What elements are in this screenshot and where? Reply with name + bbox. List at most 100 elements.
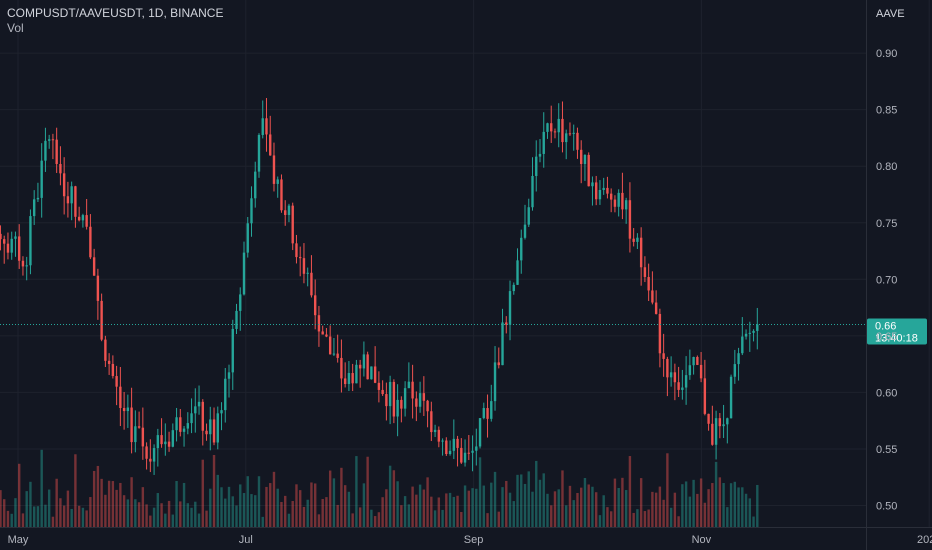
volume-bar (609, 511, 613, 527)
candle-body (636, 237, 639, 242)
candle-body (186, 423, 190, 429)
volume-bar (703, 502, 707, 527)
volume-bar (291, 501, 294, 527)
candle-body (179, 417, 182, 432)
volume-bar (677, 516, 680, 527)
candle-body (527, 207, 530, 225)
volume-bar (205, 510, 208, 527)
price-tick-label: 0.70 (876, 274, 897, 286)
candle-body (400, 399, 403, 409)
volume-bar (115, 489, 118, 527)
candle-body (748, 332, 752, 334)
volume-bar (6, 510, 10, 527)
symbol-title[interactable]: COMPUSDT/AAVEUSDT, 1D, BINANCE (7, 6, 224, 20)
volume-bar (411, 486, 414, 527)
volume-bar (284, 495, 287, 527)
candle-body (239, 294, 242, 311)
candle-body (550, 123, 553, 132)
candle-body (654, 302, 658, 314)
volume-bar (182, 482, 186, 527)
candle-body (164, 441, 167, 445)
volume-bar (59, 498, 62, 527)
volume-bar (621, 477, 624, 527)
volume-bar (373, 516, 377, 527)
candle-body (137, 426, 141, 428)
candle-body (235, 310, 238, 329)
candle-body (493, 362, 497, 402)
volume-bar (149, 515, 152, 527)
volume-bar (32, 506, 36, 527)
volume-bar (400, 505, 403, 527)
volume-bar (692, 479, 695, 527)
candle-body (92, 257, 96, 276)
candle-body (422, 393, 426, 401)
volume-bar (568, 485, 572, 527)
price-tick-label: 0.90 (876, 48, 897, 60)
volume-bar (662, 499, 665, 527)
candle-body (587, 154, 590, 187)
candle-body (572, 132, 575, 134)
volume-bar (617, 487, 620, 527)
candle-body (36, 197, 40, 200)
volume-bar (493, 471, 497, 527)
candle-body (313, 295, 317, 316)
candle-body (467, 452, 471, 454)
volume-bar (441, 509, 444, 527)
volume-bar (246, 476, 249, 527)
volume-bar (475, 488, 478, 527)
volume-bar (606, 507, 609, 527)
candle-body (70, 186, 73, 204)
volume-bar (744, 493, 748, 527)
volume-bar (351, 513, 354, 527)
volume-bar (107, 480, 111, 527)
volume-bar (295, 484, 298, 527)
volume-bar (531, 491, 534, 527)
candle-body (160, 435, 163, 445)
volume-bar (92, 470, 96, 527)
candle-body (347, 373, 351, 384)
volume-bar (426, 477, 429, 527)
candle-body (295, 243, 298, 258)
volume-bar (276, 488, 279, 527)
volume-bar (44, 504, 47, 527)
candle-body (684, 375, 688, 388)
candle-body (306, 272, 309, 274)
volume-bars (0, 449, 759, 527)
volume-bar (156, 493, 160, 527)
candle-body (284, 210, 287, 215)
candle-body (47, 139, 51, 141)
candle-body (370, 366, 373, 380)
candle-body (433, 429, 437, 433)
volume-bar (355, 456, 358, 527)
volume-indicator-label[interactable]: Vol (7, 21, 24, 35)
volume-bar (651, 491, 654, 527)
candle-body (475, 446, 478, 451)
candle-body (3, 239, 6, 244)
candle-body (609, 193, 613, 200)
volume-bar (209, 488, 212, 527)
volume-bar (239, 484, 242, 527)
volume-bar (212, 454, 216, 527)
volume-bar (613, 478, 617, 527)
candle-body (276, 179, 279, 184)
volume-bar (392, 470, 396, 527)
candle-body (190, 413, 193, 424)
volume-bar (490, 482, 493, 527)
volume-bar (471, 488, 474, 527)
candle-body (74, 186, 77, 217)
volume-bar (565, 505, 568, 527)
candle-body (598, 189, 602, 200)
price-tick-label: 0.65 (876, 331, 897, 343)
candle-body (445, 440, 448, 455)
volume-bar (29, 481, 32, 527)
candle-body (242, 252, 246, 295)
candle-body (471, 450, 474, 453)
volume-bar (643, 511, 647, 527)
price-tick-label: 0.80 (876, 161, 897, 173)
volume-bar (516, 474, 519, 527)
volume-bar (587, 484, 590, 527)
candle-body (411, 381, 414, 399)
